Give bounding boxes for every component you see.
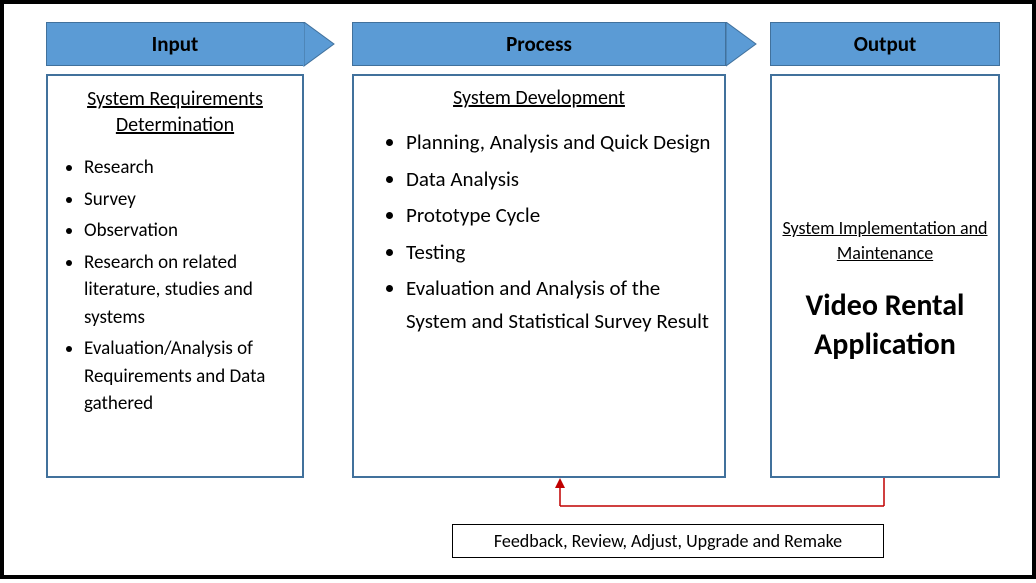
feedback-text: Feedback, Review, Adjust, Upgrade and Re… [494, 530, 842, 552]
feedback-arrow [4, 4, 1036, 583]
feedback-box: Feedback, Review, Adjust, Upgrade and Re… [452, 524, 884, 558]
diagram-frame: Input .arrow-header.with-point:nth-of-ty… [0, 0, 1036, 579]
